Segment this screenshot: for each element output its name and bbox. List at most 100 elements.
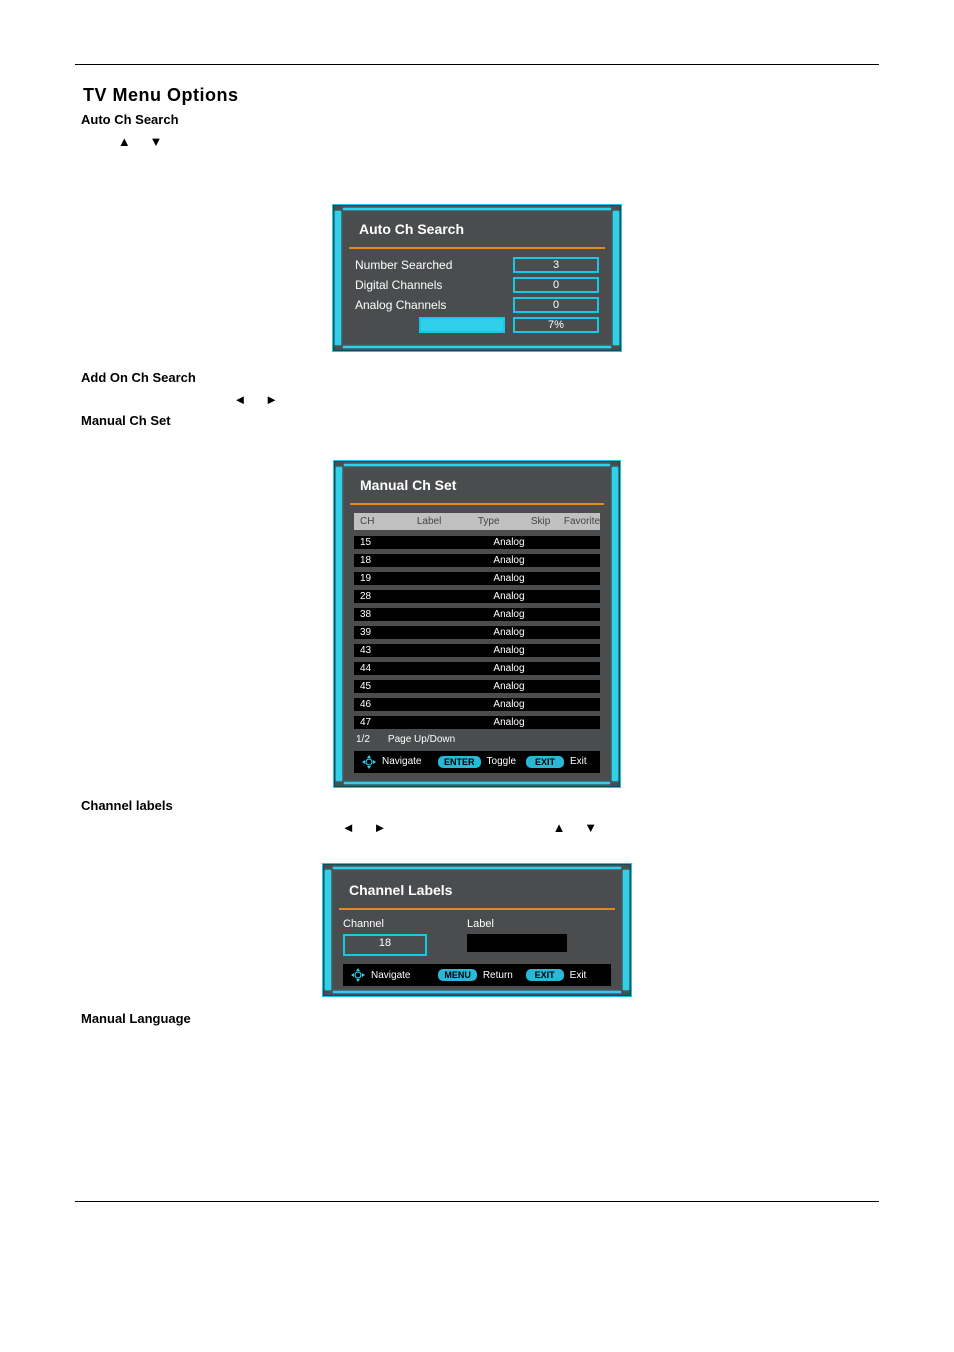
page-indicator: 1/2 xyxy=(356,734,370,745)
text: or xyxy=(569,820,584,835)
heading-channel-labels: Channel labels xyxy=(81,798,879,813)
help-nav-label: Navigate xyxy=(371,970,410,981)
separator xyxy=(350,503,604,505)
table-row[interactable]: 45Analog xyxy=(354,680,600,693)
table-row[interactable]: 18 Analog xyxy=(354,554,600,567)
up-icon: ▲ xyxy=(118,134,131,149)
labels-columns: Channel 18 Label xyxy=(343,918,611,956)
search-row: 7% xyxy=(355,317,599,333)
help-bar: Navigate ENTER Toggle EXIT Exit xyxy=(354,751,600,773)
section-heading-tv-menu: TV Menu Options xyxy=(83,85,879,106)
table-body: 15Analog18Analog19Analog28Analog38Analog… xyxy=(354,536,600,729)
search-row: Analog Channels 0 xyxy=(355,297,599,313)
panel-title: Manual Ch Set xyxy=(354,477,600,493)
th-ch: CH xyxy=(354,516,398,527)
down-icon: ▼ xyxy=(150,134,163,149)
row-label: Number Searched xyxy=(355,258,505,272)
table-cell: Analog xyxy=(476,717,542,728)
pager-hint: Page Up/Down xyxy=(388,734,455,745)
table-cell: 28 xyxy=(354,591,404,602)
row-value: 3 xyxy=(513,257,599,273)
table-cell: 47 xyxy=(354,717,404,728)
table-cell: 19 xyxy=(354,573,404,584)
table-cell: Analog xyxy=(476,627,542,638)
table-cell: 46 xyxy=(354,699,404,710)
right-icon: ► xyxy=(374,820,387,835)
help-menu-label: Return xyxy=(483,970,513,981)
addon-instructions: After auto search, use the ◄ or ► button… xyxy=(81,391,879,409)
dpad-icon xyxy=(362,755,376,769)
help-nav-label: Navigate xyxy=(382,756,421,767)
footer-rule-area xyxy=(75,1171,879,1222)
table-cell: Analog xyxy=(476,663,542,674)
label-value-box[interactable] xyxy=(467,934,567,952)
left-icon: ◄ xyxy=(233,392,246,407)
help-exit-label: Exit xyxy=(570,970,587,981)
table-cell: 18 xyxy=(354,555,404,566)
table-row[interactable]: 43 Analog xyxy=(354,644,600,657)
heading-manual-language: Manual Language xyxy=(81,1011,879,1026)
heading-add-on-ch-search: Add On Ch Search xyxy=(81,370,879,385)
auto-search-note2: Note: If you want to enter this menu wit… xyxy=(81,177,879,195)
row-label: Analog Channels xyxy=(355,298,505,312)
table-row[interactable]: 28Analog xyxy=(354,590,600,603)
row-value: 0 xyxy=(513,297,599,313)
col-label-channel: Channel xyxy=(343,918,427,930)
panel-title: Auto Ch Search xyxy=(353,221,601,237)
text: or xyxy=(358,820,373,835)
table-cell: 39 xyxy=(354,627,404,638)
channel-column: Channel 18 xyxy=(343,918,427,956)
progress-percent xyxy=(419,317,505,333)
table-cell: Analog xyxy=(476,555,542,566)
search-row: Digital Channels 0 xyxy=(355,277,599,293)
enter-key-pill: ENTER xyxy=(438,756,481,768)
table-row[interactable]: 19Analog xyxy=(354,572,600,585)
table-cell: Analog xyxy=(476,699,542,710)
channel-value-box[interactable]: 18 xyxy=(343,934,427,956)
table-cell: 45 xyxy=(354,681,404,692)
th-label: Label xyxy=(398,516,460,527)
top-rule xyxy=(75,64,879,65)
table-cell: 15 xyxy=(354,537,404,548)
heading-manual-ch-set: Manual Ch Set xyxy=(81,413,879,428)
text: or xyxy=(250,392,265,407)
auto-search-instructions: Press ▲ or ▼ button to highlight the opt… xyxy=(81,133,879,151)
left-icon: ◄ xyxy=(342,820,355,835)
text: Press ENTER to display the submenu, pres… xyxy=(81,820,342,835)
table-cell: 43 xyxy=(354,645,404,656)
exit-key-pill: EXIT xyxy=(526,756,564,768)
panel-title: Channel Labels xyxy=(343,882,611,898)
help-exit-label: Exit xyxy=(570,756,587,767)
table-row[interactable]: 38Analog xyxy=(354,608,600,621)
heading-auto-ch-search: Auto Ch Search xyxy=(81,112,879,127)
table-row[interactable]: 15 Analog xyxy=(354,536,600,549)
table-row[interactable]: 44Analog xyxy=(354,662,600,675)
progress-value: 7% xyxy=(513,317,599,333)
up-icon: ▲ xyxy=(553,820,566,835)
text: button to highlight the option. Press ► … xyxy=(166,134,533,149)
help-enter-label: Toggle xyxy=(487,756,516,767)
row-label: Digital Channels xyxy=(355,278,505,292)
table-row[interactable]: 39 Analog xyxy=(354,626,600,639)
page-number: 60 xyxy=(0,1228,954,1242)
th-type: Type xyxy=(460,516,517,527)
table-row[interactable]: 46 Analog xyxy=(354,698,600,711)
search-rows: Number Searched 3 Digital Channels 0 Ana… xyxy=(353,257,601,333)
table-row[interactable]: 47 Analog xyxy=(354,716,600,729)
document-page: TV Menu Options Auto Ch Search Press ▲ o… xyxy=(0,0,954,1352)
table-cell: 38 xyxy=(354,609,404,620)
th-skip: Skip xyxy=(517,516,564,527)
text: button to select letter, press xyxy=(390,820,553,835)
search-row: Number Searched 3 xyxy=(355,257,599,273)
table-cell: Analog xyxy=(476,537,542,548)
text: button to search the new channels to add… xyxy=(282,392,609,407)
pager: 1/2 Page Up/Down xyxy=(354,734,600,745)
label-column: Label xyxy=(467,918,567,952)
bottom-rule xyxy=(75,1201,879,1202)
manual-ch-set-panel: Manual Ch Set CH Label Type Skip Favorit… xyxy=(333,460,621,788)
text: After auto search, use the xyxy=(81,392,233,407)
th-favorite: Favorite xyxy=(564,516,600,527)
table-cell: Analog xyxy=(476,645,542,656)
right-icon: ► xyxy=(265,392,278,407)
text: or xyxy=(134,134,149,149)
